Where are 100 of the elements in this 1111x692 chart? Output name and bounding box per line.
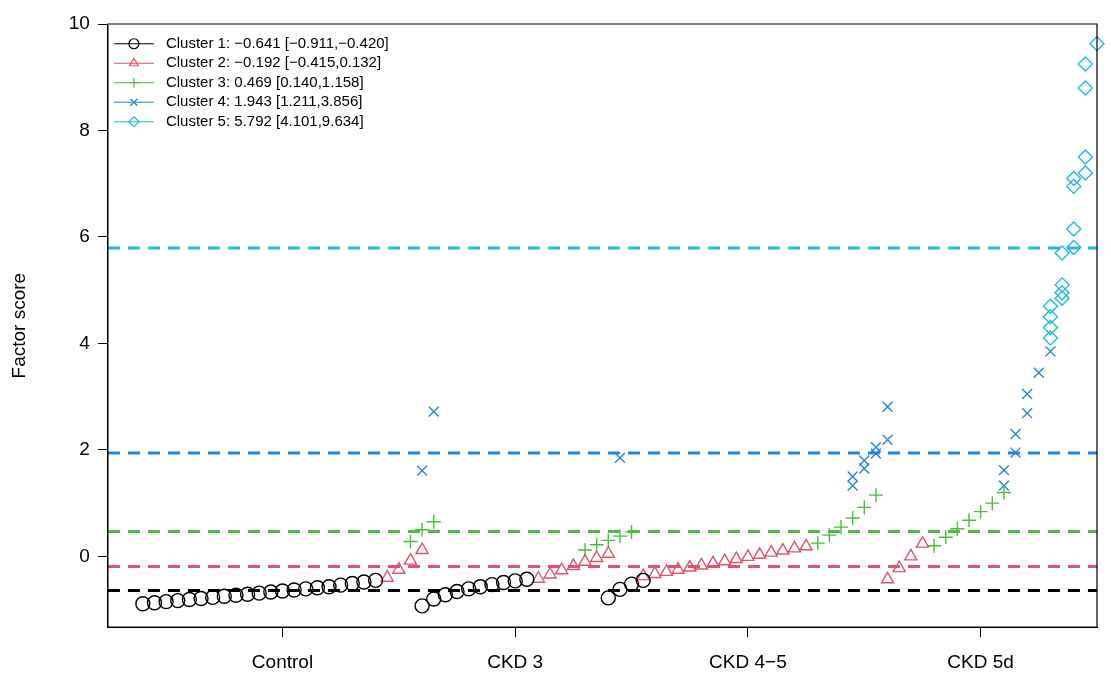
point [402,533,419,550]
y-tick-label: 8 [79,118,90,140]
point [1089,36,1105,52]
point [776,542,790,555]
point [566,558,581,571]
point [1042,319,1059,336]
point [170,592,186,609]
point [938,529,954,545]
point [216,588,232,605]
legend-label: Cluster 1: −0.641 [−0.911,−0.420] [165,33,389,51]
point [881,401,894,413]
point [588,536,605,553]
point [1054,277,1070,293]
point [181,591,198,608]
y-tick-label: 6 [79,225,90,247]
point [1042,330,1059,346]
point [1066,170,1082,187]
point [309,580,326,596]
point [706,555,720,568]
point [998,464,1010,476]
point [251,585,267,601]
point [484,576,500,593]
y-tick-label: 0 [79,544,90,566]
point [984,495,1000,511]
point [868,487,884,503]
point [612,528,628,544]
point [414,522,430,538]
point [1021,388,1033,400]
point [356,574,372,590]
point [204,589,221,606]
point [1066,221,1082,237]
point [729,551,744,564]
legend-label: Cluster 2: −0.192 [−0.415,0.132] [165,53,382,71]
point [752,547,767,559]
point [915,535,930,548]
point [614,452,626,464]
legend-label: Cluster 5: 5.792 [4.101,9.634] [165,111,364,129]
point [694,557,709,570]
point [239,586,256,602]
point [1066,239,1082,256]
point [892,560,906,573]
point [321,579,337,595]
point [741,549,755,562]
point [600,590,616,606]
point [426,514,442,530]
point [717,553,732,566]
point [1077,80,1094,96]
point [799,538,813,551]
point [949,521,966,537]
point [671,562,685,574]
point [589,550,604,563]
point [1077,56,1094,72]
point [392,562,406,574]
point [926,538,942,554]
point [623,576,640,592]
point [998,479,1010,492]
point [996,484,1012,501]
point [648,566,662,579]
point [810,535,826,551]
point [380,569,394,582]
point [332,577,349,593]
point [428,405,440,418]
point [635,572,651,589]
legend-label: Cluster 3: 0.469 [0.140,1.158] [165,72,364,90]
point [787,540,802,553]
x-tick-label: CKD 5d [947,650,1014,672]
point [1077,149,1094,165]
y-tick-label: 2 [79,438,90,460]
point [507,573,523,589]
y-tick-label: 4 [79,331,91,353]
point [1066,178,1082,195]
point [460,581,477,597]
point [1009,428,1022,440]
point [880,571,895,584]
point [228,587,244,603]
x-tick-label: Control [251,650,314,672]
point [416,465,428,477]
point [403,552,418,565]
point [135,596,151,612]
x-tick-label: CKD 3 [487,650,544,672]
point [870,441,882,453]
point [821,527,838,543]
point [193,590,209,607]
y-axis-title: Factor score [7,272,29,379]
point [1054,290,1070,306]
point [286,582,302,598]
y-tick-label: 10 [68,12,90,34]
point [1033,367,1045,379]
point [495,574,512,591]
point [263,584,279,600]
point [531,571,546,583]
point [600,532,616,549]
point [972,503,989,520]
point [881,434,894,446]
point [870,447,882,460]
point [1044,345,1057,358]
point [543,566,557,579]
point [146,595,163,611]
legend-label: Cluster 4: 1.943 [1.211,3.856] [165,92,363,110]
point [158,593,174,610]
